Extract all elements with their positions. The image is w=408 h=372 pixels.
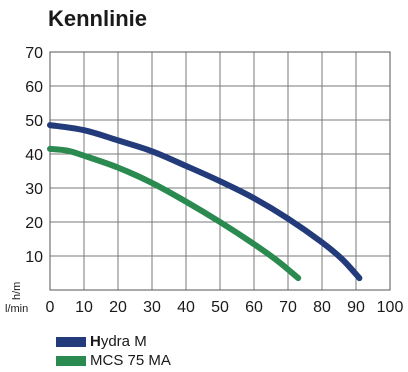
- plot-area: [49, 51, 391, 291]
- x-tick-label-40: 40: [177, 299, 195, 316]
- x-tick-label-50: 50: [211, 299, 229, 316]
- x-tick-label-70: 70: [279, 299, 297, 316]
- y-tick-label-30: 30: [25, 181, 43, 198]
- y-tick-label-10: 10: [25, 249, 43, 266]
- x-tick-label-0: 0: [46, 299, 55, 316]
- x-tick-label-10: 10: [75, 299, 93, 316]
- legend-swatch-hydra-m: [56, 336, 86, 347]
- chart-title: Kennlinie: [48, 6, 148, 31]
- x-axis-label: l/min: [5, 303, 28, 315]
- tick-labels: 0 10 20 30 40 50 60 70 80 90 100 10 20 30 40 50 60 70: [25, 45, 403, 316]
- x-tick-label-100: 100: [377, 299, 404, 316]
- y-tick-label-70: 70: [25, 45, 43, 62]
- legend-swatch-mcs-75-ma: [56, 355, 86, 366]
- legend-item-mcs-75-ma: MCS 75 MA: [56, 352, 171, 369]
- y-tick-label-20: 20: [25, 215, 43, 232]
- x-tick-label-80: 80: [313, 299, 331, 316]
- y-tick-label-60: 60: [25, 79, 43, 96]
- legend-item-hydra-m: Hydra M: [56, 333, 147, 350]
- y-tick-label-40: 40: [25, 147, 43, 164]
- x-tick-label-90: 90: [347, 299, 365, 316]
- y-axis-label: h/m: [11, 282, 23, 300]
- y-tick-label-50: 50: [25, 113, 43, 130]
- x-tick-label-30: 30: [143, 299, 161, 316]
- series-line-0: [47, 122, 363, 282]
- x-tick-label-20: 20: [109, 299, 127, 316]
- legend-label-hydra-m: Hydra M: [90, 333, 147, 350]
- legend-label-mcs-75-ma: MCS 75 MA: [90, 352, 171, 369]
- series-line-1: [47, 145, 302, 282]
- x-tick-label-60: 60: [245, 299, 263, 316]
- grid: [49, 51, 391, 291]
- series-lines: [47, 122, 363, 282]
